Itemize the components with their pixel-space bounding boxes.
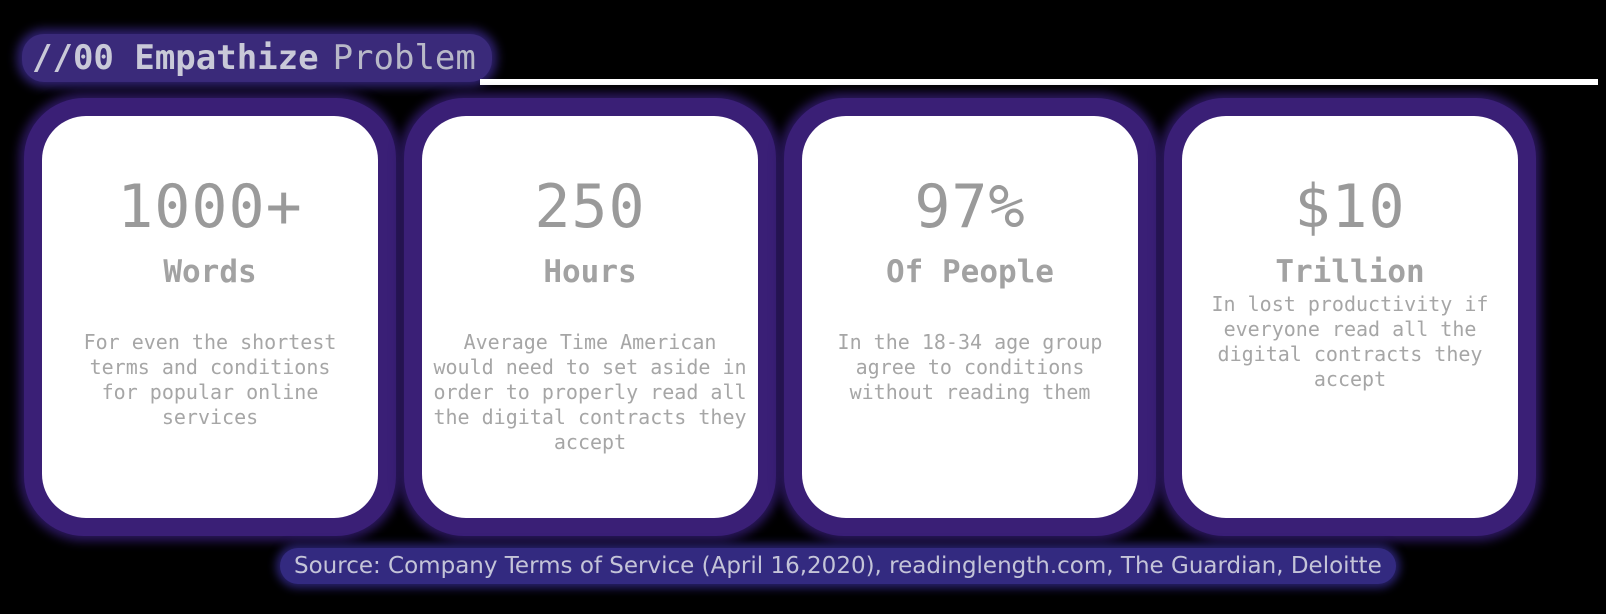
stat-unit: Hours bbox=[543, 254, 637, 290]
section-subtitle: Problem bbox=[332, 38, 476, 78]
stat-number: 1000+ bbox=[117, 172, 303, 242]
stat-unit: Of People bbox=[886, 254, 1054, 290]
stat-description: For even the shortest terms and conditio… bbox=[83, 330, 337, 429]
stat-description: Average Time American would need to set … bbox=[433, 330, 747, 454]
section-title: //00 Empathize Problem bbox=[22, 34, 492, 82]
stat-card-body: $10 Trillion In lost productivity if eve… bbox=[1182, 116, 1518, 518]
stat-card-body: 1000+ Words For even the shortest terms … bbox=[42, 116, 378, 518]
stat-card-body: 250 Hours Average Time American would ne… bbox=[422, 116, 758, 518]
stat-card-words: 1000+ Words For even the shortest terms … bbox=[24, 98, 396, 536]
section-heading: //00 Empathize bbox=[32, 38, 319, 78]
stat-unit: Trillion bbox=[1275, 254, 1425, 290]
stat-card-hours: 250 Hours Average Time American would ne… bbox=[404, 98, 776, 536]
source-citation: Source: Company Terms of Service (April … bbox=[280, 548, 1396, 584]
stat-card-trillion: $10 Trillion In lost productivity if eve… bbox=[1164, 98, 1536, 536]
stat-number: $10 bbox=[1294, 172, 1406, 242]
stat-description: In lost productivity if everyone read al… bbox=[1211, 292, 1489, 391]
stat-card-people: 97% Of People In the 18-34 age group agr… bbox=[784, 98, 1156, 536]
stat-number: 97% bbox=[914, 172, 1026, 242]
stat-unit: Words bbox=[163, 254, 257, 290]
stat-description: In the 18-34 age group agree to conditio… bbox=[837, 330, 1103, 404]
stat-number: 250 bbox=[534, 172, 646, 242]
header-divider bbox=[480, 79, 1598, 85]
stat-card-body: 97% Of People In the 18-34 age group agr… bbox=[802, 116, 1138, 518]
